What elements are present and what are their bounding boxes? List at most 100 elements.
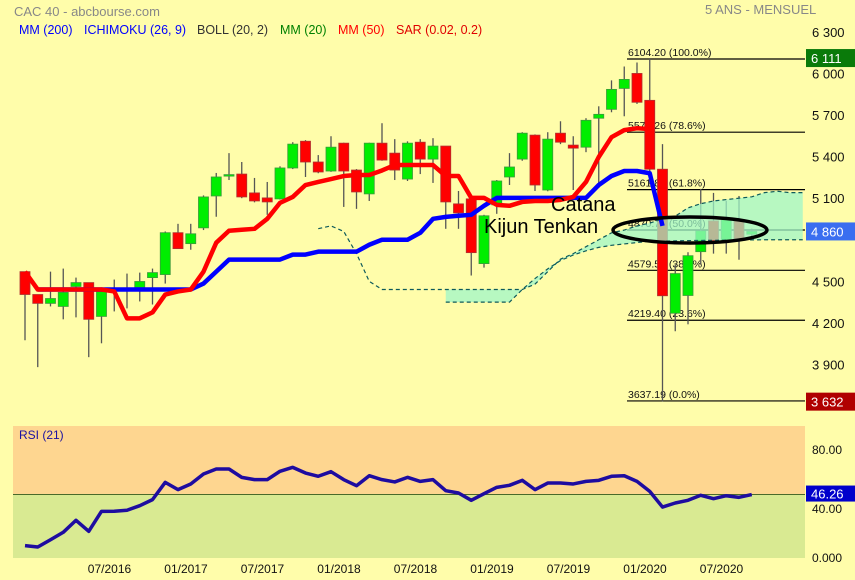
candle-body-up [516,132,528,160]
candle-body-up [198,196,209,229]
candle [198,195,209,231]
candle [593,106,605,188]
candle [389,139,401,181]
candle-body-down [414,141,426,160]
candle-body-up [159,232,171,275]
candle [555,121,566,145]
fibonacci-label: 4219.40 (23.6%) [628,308,706,320]
candle [504,153,515,186]
candle-body-down [465,198,477,254]
time-tick-label: 01/2018 [317,562,361,576]
candle-body-up [542,138,554,191]
candle [236,162,248,199]
candle [96,287,107,344]
rsi-tick-label: 40.00 [812,502,842,516]
candle-body-up [210,176,222,197]
price-tick-label: 5 700 [812,108,845,123]
candle-body-down [261,197,273,203]
candle-body-down [300,140,311,163]
candle [606,80,617,113]
candle-body-up [593,113,605,119]
candle-body-up [402,142,413,180]
time-tick-label: 01/2020 [623,562,667,576]
time-axis: 07/2016 01/2017 07/2017 01/2018 07/2018 01/20… [88,562,744,576]
time-tick-label: 07/2016 [88,562,132,576]
price-badge-label: 6 111 [811,51,842,66]
legend-mm200[interactable]: MM (200) [19,23,73,37]
candle [274,166,286,200]
candle-body-up [274,167,286,200]
legend-boll[interactable]: BOLL (20, 2) [197,23,269,37]
candle [223,153,235,181]
candle-body-down [389,152,401,171]
legend-mm20[interactable]: MM (20) [280,23,327,37]
price-tick-label: 6 300 [812,25,845,40]
rsi-lower-zone [13,494,805,558]
candle [147,268,158,305]
period-label: 5 ANS - MENSUEL [705,2,817,17]
candle [453,190,464,229]
candle [618,66,630,117]
candle-body-up [223,174,235,177]
candle [657,144,668,402]
time-tick-label: 01/2019 [470,562,514,576]
candle-body-up [147,272,158,278]
candle-body-up [504,166,515,178]
candle-body-down [338,142,350,172]
candle [542,132,554,192]
annotation-catana: Catana [551,194,616,216]
legend-mm50[interactable]: MM (50) [338,23,385,37]
candle-body-up [287,143,299,169]
rsi-panel: 80.00 40.00 0.000 46.26 [13,426,855,565]
price-tick-label: 4 200 [812,316,845,331]
candle-body-down [236,173,248,198]
candle [363,142,375,201]
red-indicator-line [23,125,650,321]
fibonacci-label: 3637.19 (0.0%) [628,389,700,401]
time-tick-label: 07/2017 [241,562,285,576]
price-tick-label: 3 900 [812,358,845,373]
candle-body-up [363,142,375,195]
candle-body-up [45,298,56,304]
candle [185,223,197,250]
candle-body-down [631,73,643,103]
rsi-current-label: 46.26 [811,487,844,502]
price-tick-label: 4 500 [812,274,845,289]
candle [249,177,260,203]
candle [644,58,656,185]
candle [631,62,643,104]
candle [427,138,439,183]
candle [83,282,95,358]
legend-sar[interactable]: SAR (0.02, 0.2) [396,23,483,37]
candle [567,136,579,191]
rsi-line [24,465,753,549]
candle [57,268,69,320]
candle-body-up [57,292,69,307]
candle-body-up [580,119,592,148]
rsi-current-badge [806,485,855,502]
candle-body-down [351,169,362,193]
price-badge-label: 3 632 [811,395,844,410]
candle [172,223,184,250]
candle [516,132,528,161]
candle [376,123,388,161]
candle-body-up [427,145,439,160]
candle-body-up [134,281,146,288]
price-tick-label: 6 000 [812,66,845,81]
price-tick-label: 5 100 [812,191,845,206]
cloud-span-a-line [318,190,803,291]
rsi-tick-label: 80.00 [812,443,842,457]
price-badge-label: 4 860 [811,224,844,239]
annotation-ellipse [611,215,769,245]
candle-body-down [555,132,566,143]
candle [32,294,44,368]
candle [478,214,490,268]
candle [325,136,337,172]
rsi-tick-label: 0.000 [812,551,842,565]
legend-ichimoku[interactable]: ICHIMOKU (26, 9) [84,23,187,37]
candle [19,271,31,341]
candle [529,134,541,191]
price-badge [806,49,855,68]
